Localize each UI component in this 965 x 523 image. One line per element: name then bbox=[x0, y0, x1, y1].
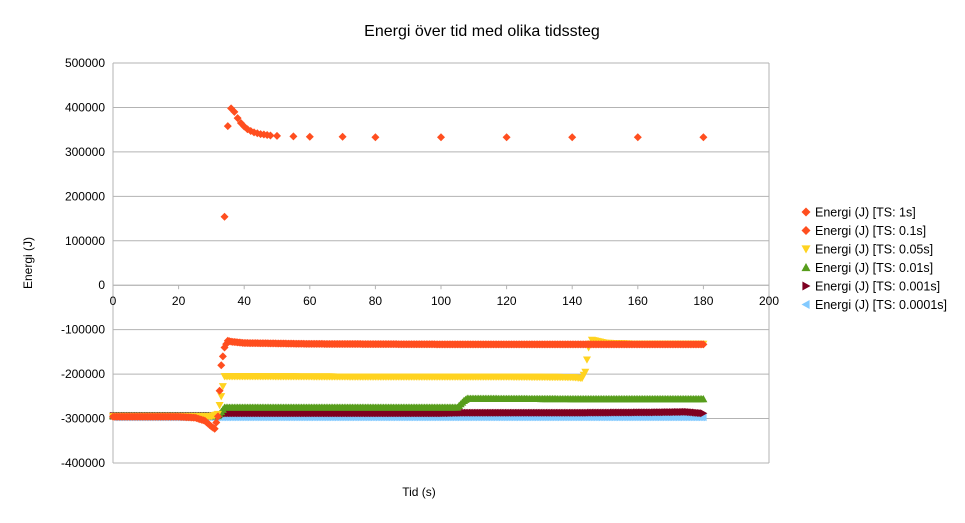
y-axis-label: Energi (J) bbox=[21, 237, 35, 289]
x-tick-label: 0 bbox=[110, 294, 117, 308]
data-point bbox=[633, 133, 642, 142]
data-point bbox=[699, 395, 708, 403]
data-point bbox=[210, 424, 219, 433]
series-1 bbox=[109, 336, 708, 433]
x-tick-label: 200 bbox=[759, 294, 779, 308]
data-point bbox=[305, 132, 314, 141]
axes-layer: 500000 400000 300000 200000 100000 0 -100000 -2… bbox=[61, 56, 779, 470]
data-point bbox=[213, 412, 222, 421]
data-point bbox=[581, 368, 590, 376]
y-tick-label: -300000 bbox=[61, 412, 105, 426]
legend: Energi (J) [TS: 1s] Energi (J) [TS: 0.1s]… bbox=[801, 206, 947, 312]
y-tick-label: -100000 bbox=[61, 323, 105, 337]
data-point bbox=[223, 122, 232, 131]
y-tick-label: 400000 bbox=[65, 100, 105, 114]
legend-label: Energi (J) [TS: 0.01s] bbox=[815, 261, 933, 275]
data-point bbox=[230, 107, 239, 116]
y-tick-label: 200000 bbox=[65, 189, 105, 203]
x-tick-label: 100 bbox=[431, 294, 451, 308]
legend-label: Energi (J) [TS: 0.1s] bbox=[815, 224, 926, 238]
data-point bbox=[700, 409, 708, 418]
data-point bbox=[217, 393, 226, 401]
data-point bbox=[502, 133, 511, 142]
data-point bbox=[266, 131, 275, 140]
series-layer bbox=[109, 104, 708, 433]
data-point bbox=[371, 133, 380, 142]
data-point bbox=[212, 418, 221, 427]
legend-label: Energi (J) [TS: 0.0001s] bbox=[815, 298, 947, 312]
data-point bbox=[233, 114, 242, 123]
grid-layer bbox=[112, 62, 770, 464]
x-tick-label: 40 bbox=[238, 294, 252, 308]
series-0 bbox=[220, 104, 708, 221]
data-point bbox=[215, 386, 224, 395]
data-point bbox=[218, 383, 227, 391]
x-tick-label: 140 bbox=[562, 294, 582, 308]
legend-label: Energi (J) [TS: 1s] bbox=[815, 206, 916, 220]
data-point bbox=[215, 402, 224, 410]
x-tick-label: 60 bbox=[303, 294, 317, 308]
data-point bbox=[437, 133, 445, 142]
chart-title: Energi över tid med olika tidssteg bbox=[364, 23, 600, 40]
data-point bbox=[217, 361, 226, 370]
legend-marker bbox=[801, 207, 811, 217]
y-tick-label: 500000 bbox=[65, 56, 105, 70]
data-point bbox=[250, 128, 259, 137]
y-tick-label: 0 bbox=[98, 278, 105, 292]
legend-marker bbox=[801, 263, 811, 272]
x-tick-label: 160 bbox=[628, 294, 648, 308]
legend-marker bbox=[801, 245, 811, 254]
legend-label: Energi (J) [TS: 0.05s] bbox=[815, 243, 933, 257]
y-tick-label: -400000 bbox=[61, 456, 105, 470]
data-point bbox=[699, 413, 707, 422]
data-point bbox=[699, 133, 708, 142]
x-tick-label: 80 bbox=[369, 294, 383, 308]
x-axis-label: Tid (s) bbox=[402, 485, 436, 499]
data-point bbox=[582, 356, 591, 364]
data-point bbox=[218, 352, 227, 361]
data-point bbox=[273, 131, 281, 140]
y-tick-label: 100000 bbox=[65, 234, 105, 248]
legend-label: Energi (J) [TS: 0.001s] bbox=[815, 280, 940, 294]
series-3 bbox=[109, 394, 708, 420]
x-tick-label: 20 bbox=[172, 294, 186, 308]
x-tick-label: 120 bbox=[497, 294, 517, 308]
legend-marker bbox=[802, 281, 811, 291]
data-point bbox=[338, 132, 347, 141]
data-point bbox=[220, 212, 229, 221]
data-point bbox=[289, 132, 298, 141]
legend-marker bbox=[801, 226, 811, 235]
x-tick-label: 180 bbox=[693, 294, 713, 308]
data-point bbox=[699, 340, 708, 349]
legend-marker bbox=[801, 300, 810, 309]
y-tick-label: -200000 bbox=[61, 367, 105, 381]
data-point bbox=[568, 133, 577, 142]
y-tick-label: 300000 bbox=[65, 145, 105, 159]
